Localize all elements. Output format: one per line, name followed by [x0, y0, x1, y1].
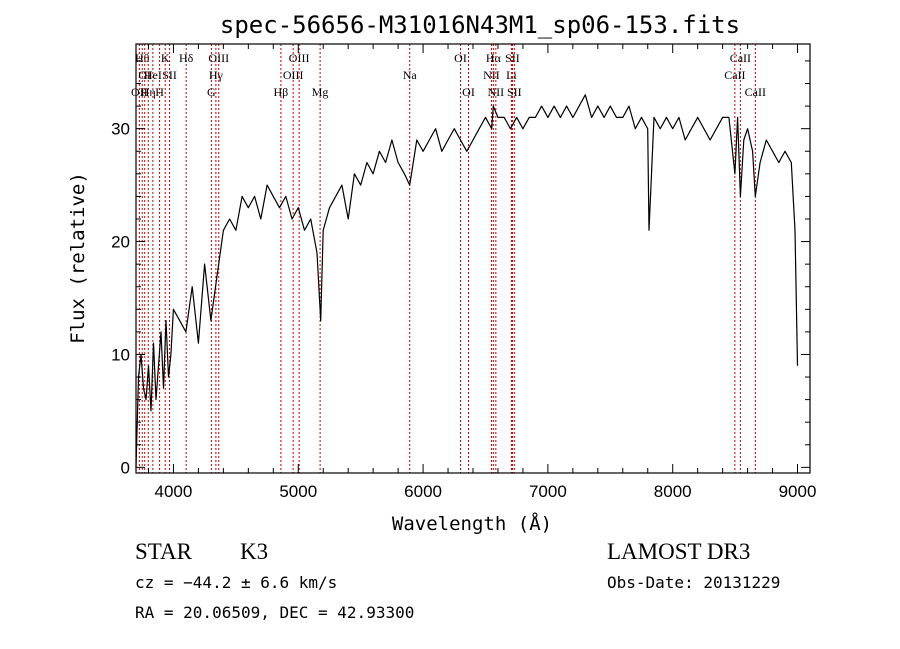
y-axis-label: Flux (relative)	[67, 172, 89, 344]
object-class: STAR	[135, 539, 192, 564]
line-label-1: Hθ	[135, 51, 150, 65]
x-tick-label: 7000	[529, 482, 567, 501]
line-label-20: Hα	[486, 51, 502, 65]
line-label-2: OI	[138, 68, 151, 82]
plot-frame	[135, 43, 811, 474]
line-label-27: CaII	[745, 85, 766, 99]
line-label-9: G	[207, 85, 216, 99]
line-label-10: Hγ	[209, 68, 224, 82]
line-label-11: OIII	[208, 51, 229, 65]
survey-name: LAMOST DR3	[607, 539, 751, 564]
line-label-19: NII	[483, 68, 500, 82]
y-axis: 0 10 20 30	[111, 60, 810, 477]
line-label-21: NII	[488, 85, 505, 99]
line-label-5: H	[155, 85, 164, 99]
line-label-24: SII	[507, 85, 522, 99]
cz-velocity: cz = −44.2 ± 6.6 km/s	[135, 573, 338, 592]
line-label-12: Hβ	[274, 85, 289, 99]
x-tick-label: 9000	[779, 482, 817, 501]
x-axis: 4000 5000 6000 7000 8000 9000	[147, 44, 817, 501]
line-label-26: CaII	[730, 51, 751, 65]
line-label-15: Mg	[312, 85, 329, 99]
line-label-6: K	[161, 51, 170, 65]
y-tick-label: 20	[111, 233, 130, 252]
subclass: K3	[240, 539, 269, 564]
y-tick-label: 10	[111, 345, 130, 364]
obs-date: Obs-Date: 20131229	[607, 573, 781, 592]
line-label-23: SII	[505, 51, 520, 65]
y-tick-label: 30	[111, 120, 130, 139]
line-label-13: OIII	[283, 68, 304, 82]
spectral-line-markers: OIIHθOIHηHeIHKSIIHδGHγOIIIHβOIIIOIIIMgNa…	[131, 44, 766, 473]
line-label-0: OII	[131, 85, 148, 99]
line-label-7: SII	[162, 68, 177, 82]
line-label-18: OI	[462, 85, 475, 99]
line-label-25: CaII	[724, 68, 745, 82]
flux-series-line	[135, 94, 799, 468]
x-tick-label: 6000	[404, 482, 442, 501]
chart-title: spec-56656-M31016N43M1_sp06-153.fits	[220, 11, 740, 39]
x-tick-label: 8000	[654, 482, 692, 501]
line-label-16: Na	[403, 68, 418, 82]
line-label-22: Li	[506, 68, 517, 82]
line-label-4: HeI	[144, 68, 162, 82]
line-label-8: Hδ	[179, 51, 194, 65]
x-axis-label: Wavelength (Å)	[392, 512, 552, 535]
x-tick-label: 4000	[155, 482, 193, 501]
y-tick-label: 0	[121, 458, 130, 477]
coordinates: RA = 20.06509, DEC = 42.93300	[135, 603, 415, 622]
x-tick-label: 5000	[279, 482, 317, 501]
line-label-3: Hη	[141, 85, 156, 99]
line-label-17: OI	[454, 51, 467, 65]
line-label-14: OIII	[289, 51, 310, 65]
